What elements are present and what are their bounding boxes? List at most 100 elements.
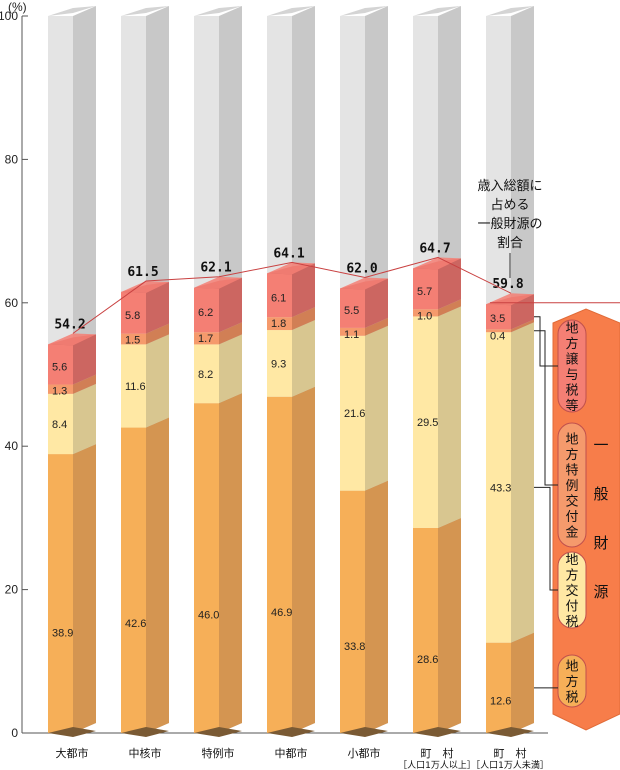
bar-segment-2-side xyxy=(292,307,315,331)
total-label: 62.1 xyxy=(200,261,231,276)
bar-segment-2-front xyxy=(486,329,511,333)
bar-segment-2-side xyxy=(438,299,461,317)
bar-segment-1-side xyxy=(292,320,315,397)
total-label: 62.0 xyxy=(346,261,377,276)
bar-segment-1-side xyxy=(219,334,242,404)
data-label: 28.6 xyxy=(417,654,438,666)
bar-segment-3-side xyxy=(292,263,315,318)
total-label: 54.2 xyxy=(54,317,85,332)
bar-segment-0-side xyxy=(511,632,534,733)
y-tick-label: 20 xyxy=(5,583,19,597)
total-trend-line xyxy=(72,256,512,334)
bar-cap-face xyxy=(486,293,534,306)
data-label: 3.5 xyxy=(490,313,505,325)
bar-segment-2-front xyxy=(267,317,292,331)
data-label: 5.7 xyxy=(417,286,432,298)
data-label: 0.4 xyxy=(490,330,505,342)
bar-base xyxy=(194,727,242,737)
legend-label: 金 xyxy=(565,525,578,541)
legend-label: 税 xyxy=(565,383,578,398)
category-label: 特例市 xyxy=(202,746,235,760)
bar-segment-3-side xyxy=(73,334,96,385)
legend-label: 地 xyxy=(565,553,578,568)
y-unit-label: (%) xyxy=(8,0,27,14)
bar-segment-0-side xyxy=(219,393,242,733)
y-tick-label: 0 xyxy=(11,726,18,740)
y-tick-label: 40 xyxy=(5,439,19,453)
bar-segment-2-side xyxy=(73,374,96,394)
legend-label: 交 xyxy=(565,494,578,510)
legend-label: 方 xyxy=(565,568,578,584)
bar-segment-2-side xyxy=(511,319,534,333)
data-label: 38.9 xyxy=(52,628,73,640)
bar-segment-0-front xyxy=(48,454,73,733)
category-sublabel: ［人口1万人以上］ xyxy=(398,760,476,770)
bar-cap-face xyxy=(413,257,461,270)
bar-cap-face xyxy=(194,276,242,289)
bar-segment-0-side xyxy=(438,517,461,733)
data-label: 8.2 xyxy=(198,369,213,381)
general-revenue-label: 源 xyxy=(593,583,608,601)
bar-segment-0-front xyxy=(413,527,438,733)
bar-segment-1-front xyxy=(486,332,511,643)
total-label: 64.1 xyxy=(273,246,304,261)
legend-label: 方 xyxy=(565,674,578,690)
legend-label: 等 xyxy=(565,398,578,414)
legend-label: 方 xyxy=(565,336,578,352)
bar-segment-3-front xyxy=(267,273,292,318)
bar-segment-3-front xyxy=(48,344,73,385)
data-label: 5.5 xyxy=(344,305,359,317)
bar-segment-2-front xyxy=(194,332,219,345)
bar-segment-3-side xyxy=(219,277,242,333)
bar-base xyxy=(340,727,388,737)
data-label: 11.6 xyxy=(125,381,146,393)
bar-segment-3-side xyxy=(146,282,169,334)
legend-label: 譲 xyxy=(565,351,578,367)
bar-cap-face xyxy=(340,277,388,290)
annotation-text: 歳入総額に xyxy=(477,179,542,194)
data-label: 46.0 xyxy=(198,609,219,621)
data-label: 1.8 xyxy=(271,318,286,330)
bar-segment-0-side xyxy=(146,417,169,733)
legend-label: 税 xyxy=(565,691,578,706)
legend-pill xyxy=(557,654,587,708)
bar-segment-1-front xyxy=(413,316,438,528)
category-label: 中都市 xyxy=(275,746,308,760)
background-cap xyxy=(48,6,96,16)
bar-base xyxy=(413,727,461,737)
overlay: 38.9 8.4 1.3 5.6 54.2 大都市 42.6 11.6 1.5 5.8 61.5 中核… xyxy=(52,179,620,770)
background-cap xyxy=(486,6,534,16)
data-label: 1.3 xyxy=(52,386,67,398)
bar-segment-0-side xyxy=(73,444,96,733)
y-tick-label: 80 xyxy=(5,152,19,166)
data-label: 5.8 xyxy=(125,310,140,322)
legend-label: 与 xyxy=(565,368,578,383)
bar-segment-1-side xyxy=(365,325,388,491)
total-label: 59.8 xyxy=(492,277,523,292)
legend-connector xyxy=(534,330,558,486)
legend-label: 税 xyxy=(565,615,578,630)
background-cap xyxy=(194,6,242,16)
data-label: 8.4 xyxy=(52,419,67,431)
category-label: 町 村 xyxy=(421,746,454,760)
bar-segment-3-side xyxy=(365,278,388,328)
bar-segment-0-front xyxy=(340,490,365,733)
bar-base xyxy=(48,727,96,737)
bar-segment-2-front xyxy=(121,333,146,345)
category-sublabel: ［人口1万人未満］ xyxy=(471,759,549,770)
background-cap xyxy=(413,6,461,16)
background-cap xyxy=(340,6,388,16)
bar-base xyxy=(267,727,315,737)
data-label: 9.3 xyxy=(271,358,286,370)
data-label: 6.2 xyxy=(198,307,213,319)
data-label: 21.6 xyxy=(344,408,365,420)
annotation-text: 占める xyxy=(490,198,529,213)
legend-label: 地 xyxy=(565,660,578,675)
data-label: 29.5 xyxy=(417,417,438,429)
legend-label: 付 xyxy=(565,600,578,615)
data-label: 5.6 xyxy=(52,361,67,373)
bar-cap-face xyxy=(267,262,315,275)
data-label: 33.8 xyxy=(344,641,365,653)
category-label: 大都市 xyxy=(56,746,89,760)
